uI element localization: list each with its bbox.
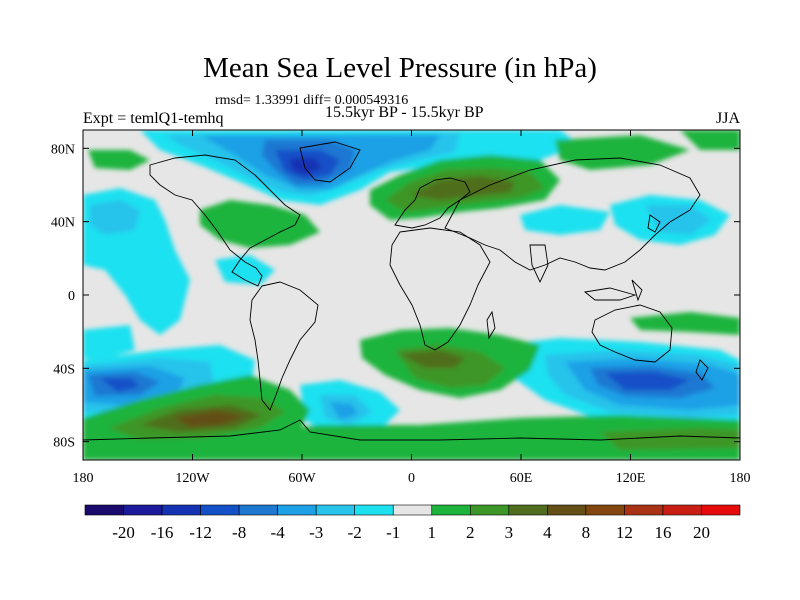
- colorbar-swatch: [277, 504, 317, 516]
- coast-japan: [647, 214, 661, 233]
- x-tick-label: 120E: [616, 471, 646, 486]
- colorbar-swatch: [701, 504, 741, 516]
- colorbar-swatch: [585, 504, 625, 516]
- contour-greenland-core: [290, 158, 322, 175]
- contour-europe-brown: [410, 176, 515, 200]
- coast-asia: [444, 157, 701, 271]
- colorbar-label: -2: [348, 523, 362, 542]
- y-tick-label: 80S: [53, 436, 75, 451]
- contour-satlantic-blue: [330, 402, 358, 420]
- contour-antarctic-olive: [600, 428, 740, 450]
- contour-siberia-green: [555, 135, 690, 170]
- colorbar-swatch: [200, 504, 240, 516]
- coast-antarctica: [83, 419, 740, 441]
- period-label: 15.5kyr BP - 15.5kyr BP: [325, 104, 484, 121]
- contour-eastpac-cyan: [83, 325, 135, 360]
- colorbar-label: 12: [616, 523, 633, 542]
- x-tick-label: 0: [408, 471, 415, 486]
- colorbar-label: -8: [232, 523, 246, 542]
- colorbar-label: 4: [543, 523, 552, 542]
- colorbar-label: 2: [466, 523, 475, 542]
- colorbar-swatch: [662, 504, 702, 516]
- colorbar-label: 20: [693, 523, 710, 542]
- coast-greenland: [299, 141, 361, 183]
- coastlines: [83, 141, 740, 441]
- coast-africa: [389, 227, 491, 351]
- coast-india: [529, 244, 549, 284]
- coast-new-zealand: [695, 359, 709, 381]
- colorbar-swatch: [508, 504, 548, 516]
- contour-arctic-green: [680, 130, 740, 150]
- x-tick-label: 60E: [510, 471, 533, 486]
- contour-pacific-green: [630, 312, 740, 335]
- coast-se-asia-islands: [583, 279, 643, 302]
- experiment-label: Expt = temlQ1-temhq: [83, 110, 224, 127]
- colorbar-swatch: [354, 504, 394, 516]
- contour-tropics-cyan: [215, 255, 275, 285]
- colorbar-label: -1: [386, 523, 400, 542]
- contour-sh-pacific-darkbrown: [175, 410, 245, 427]
- y-tick-label: 80N: [51, 142, 75, 157]
- season-label: JJA: [716, 110, 741, 127]
- x-tick-label: 180: [73, 471, 94, 486]
- colorbar-label: 3: [505, 523, 514, 542]
- colorbar-swatch: [161, 504, 201, 516]
- contour-antarctic-green: [83, 415, 740, 460]
- contour-sh-pacific-core: [100, 378, 140, 392]
- contour-nepacific-green: [88, 150, 150, 170]
- colorbar-label: 8: [582, 523, 591, 542]
- colorbar-swatch: [431, 504, 471, 516]
- colorbar-label: -12: [189, 523, 212, 542]
- colorbar-swatch: [123, 504, 163, 516]
- x-tick-label: 60W: [288, 471, 316, 486]
- y-tick-label: 40N: [51, 216, 75, 231]
- x-tick-label: 120W: [175, 471, 210, 486]
- y-tick-label: 0: [68, 289, 75, 304]
- contour-sh-indian-core: [605, 372, 690, 390]
- contour-npacific-lightblue: [90, 200, 140, 235]
- coast-south-america: [249, 281, 319, 411]
- colorbar-swatch: [547, 504, 587, 516]
- coast-australia: [591, 304, 673, 363]
- colorbar-label: -4: [271, 523, 286, 542]
- y-tick-label: 40S: [53, 362, 75, 377]
- colorbar-swatch: [315, 504, 356, 516]
- colorbar-swatch: [238, 504, 278, 516]
- contour-westpac-lightblue: [645, 205, 712, 235]
- coast-north-america: [149, 154, 301, 287]
- x-tick-label: 180: [730, 471, 751, 486]
- colorbar-swatch: [84, 504, 124, 516]
- axis-layer: 180 120W 60W 0 60E 120E 180 80N 40N 0 40S 80S: [51, 130, 751, 486]
- colorbar-swatch: [392, 504, 433, 516]
- map-title: Mean Sea Level Pressure (in hPa): [203, 52, 597, 84]
- contour-indian-brown: [400, 350, 465, 368]
- colorbar-label: -20: [112, 523, 135, 542]
- colorbar-label: 1: [428, 523, 437, 542]
- colorbar-label: -16: [151, 523, 174, 542]
- colorbar-swatch: [469, 504, 510, 516]
- contour-indian-cyan: [520, 205, 610, 235]
- colorbar-label: -3: [309, 523, 323, 542]
- pressure-field: [83, 130, 740, 460]
- colorbar-swatch: [624, 504, 664, 516]
- stats-line: rmsd= 1.33991 diff= 0.000549316: [215, 93, 409, 108]
- contour-namerica-green: [200, 200, 320, 248]
- coast-madagascar: [486, 310, 496, 340]
- colorbar: -20 -16 -12 -8 -4 -3 -2 -1 1 2 3 4 8 12 16 20: [84, 504, 741, 542]
- coast-europe: [394, 177, 471, 229]
- colorbar-label: 16: [654, 523, 671, 542]
